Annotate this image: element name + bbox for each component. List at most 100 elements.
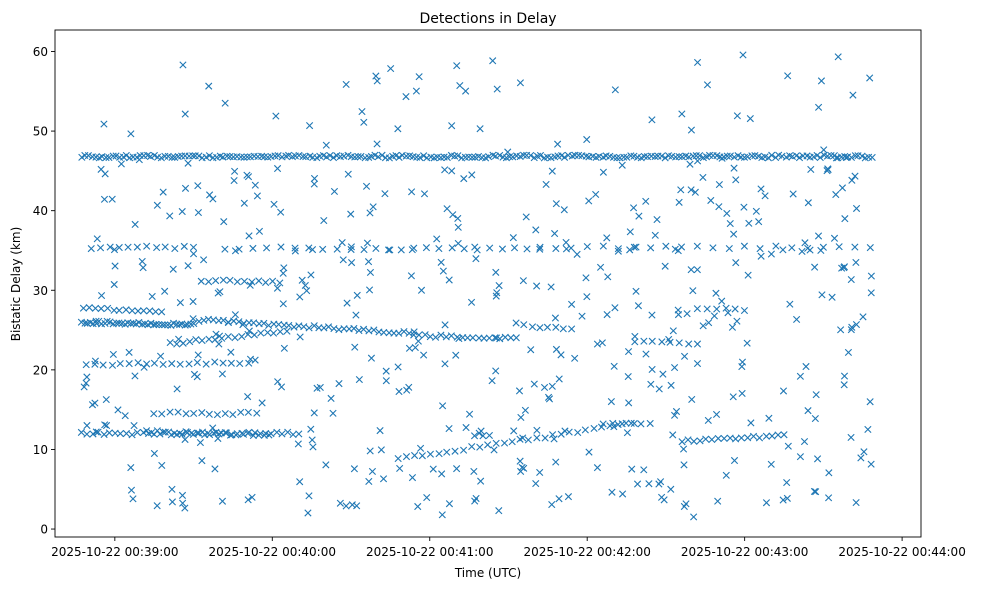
data-point [178, 430, 186, 438]
data-point [740, 203, 748, 211]
data-point [627, 419, 635, 427]
data-point [277, 383, 286, 391]
data-point [655, 385, 663, 393]
data-point [737, 434, 746, 442]
data-point [353, 502, 361, 510]
data-point [258, 152, 266, 160]
data-point [757, 252, 765, 260]
data-point [541, 434, 549, 442]
data-point [552, 200, 560, 208]
data-point [255, 227, 264, 235]
data-point [454, 239, 462, 248]
data-point [730, 153, 738, 161]
data-point [267, 430, 275, 438]
data-point [355, 375, 363, 384]
data-point [670, 411, 679, 419]
data-point [140, 307, 148, 315]
data-point [198, 336, 206, 345]
data-point [603, 234, 611, 242]
data-point [112, 319, 121, 327]
data-point [395, 329, 403, 337]
data-point [235, 245, 243, 253]
data-point [422, 244, 431, 252]
data-point [642, 197, 650, 205]
data-point [158, 461, 166, 470]
data-point [732, 176, 740, 184]
data-point [138, 320, 146, 328]
data-point [730, 164, 738, 172]
data-point [282, 152, 290, 160]
data-point [83, 421, 91, 430]
data-point [415, 331, 423, 339]
data-point [226, 276, 234, 284]
data-point [280, 264, 288, 272]
data-point [342, 502, 350, 510]
data-point [205, 82, 213, 90]
data-point [182, 428, 190, 436]
data-point [178, 207, 186, 216]
data-point [420, 152, 428, 160]
data-point [693, 242, 701, 250]
data-point [173, 340, 181, 348]
data-point [219, 276, 227, 284]
data-point [802, 362, 810, 371]
data-point [812, 488, 820, 496]
data-point [548, 167, 556, 175]
data-point [182, 410, 190, 418]
data-point [866, 244, 874, 252]
data-point [552, 244, 560, 253]
data-point [867, 289, 875, 297]
data-point [532, 479, 540, 488]
data-point [678, 438, 686, 446]
data-point [283, 327, 291, 335]
data-point [453, 62, 461, 70]
data-point [596, 263, 605, 271]
data-point [101, 170, 109, 178]
data-point [197, 277, 205, 285]
data-point [866, 74, 874, 82]
data-point [720, 434, 728, 443]
data-point [604, 273, 612, 281]
data-point [659, 370, 667, 378]
data-point [630, 243, 638, 251]
data-point [231, 247, 240, 255]
data-point [260, 319, 268, 327]
data-point [804, 407, 812, 415]
data-point [680, 352, 689, 360]
data-point [381, 190, 389, 198]
data-point [656, 478, 665, 486]
data-point [308, 436, 316, 444]
data-point [532, 226, 540, 234]
data-point [452, 351, 460, 359]
data-point [796, 453, 805, 461]
data-point [477, 477, 485, 485]
data-point [150, 410, 158, 418]
data-point [354, 152, 362, 161]
data-point [238, 429, 246, 437]
data-point [515, 387, 524, 395]
data-point [807, 165, 815, 174]
data-point [485, 431, 494, 440]
data-point [648, 365, 656, 374]
data-point [224, 318, 233, 327]
data-point [92, 317, 100, 325]
data-point [613, 154, 621, 162]
data-point [97, 291, 106, 300]
data-point [593, 464, 602, 472]
data-point [449, 211, 457, 219]
data-point [82, 361, 90, 369]
data-point [439, 267, 447, 275]
data-point [834, 53, 842, 61]
data-point [778, 152, 786, 160]
data-point [454, 152, 462, 160]
data-point [410, 451, 419, 460]
data-point [547, 283, 555, 291]
x-tick-label: 2025-10-22 00:43:00 [681, 545, 808, 559]
data-point [224, 332, 232, 341]
data-point [320, 216, 328, 225]
data-point [387, 64, 395, 73]
data-point [812, 391, 820, 399]
data-point [806, 246, 814, 254]
data-point [445, 424, 453, 433]
